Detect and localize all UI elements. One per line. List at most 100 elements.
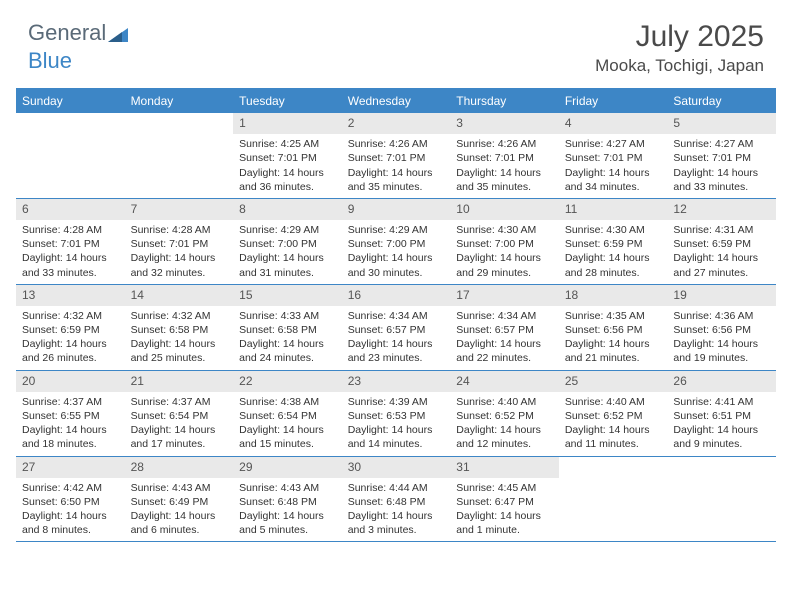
- calendar-day-cell: 6Sunrise: 4:28 AMSunset: 7:01 PMDaylight…: [16, 199, 125, 284]
- brand-logo: GeneralBlue: [28, 20, 129, 74]
- calendar-week-row: 13Sunrise: 4:32 AMSunset: 6:59 PMDayligh…: [16, 285, 776, 371]
- sunset-line: Sunset: 6:54 PM: [239, 409, 336, 423]
- month-title: July 2025: [595, 20, 764, 54]
- sunrise-line: Sunrise: 4:33 AM: [239, 309, 336, 323]
- day-details: Sunrise: 4:38 AMSunset: 6:54 PMDaylight:…: [233, 392, 342, 456]
- day-details: Sunrise: 4:30 AMSunset: 6:59 PMDaylight:…: [559, 220, 668, 284]
- calendar-day-cell: 25Sunrise: 4:40 AMSunset: 6:52 PMDayligh…: [559, 371, 668, 456]
- calendar-day-cell: 27Sunrise: 4:42 AMSunset: 6:50 PMDayligh…: [16, 457, 125, 542]
- day-details: Sunrise: 4:44 AMSunset: 6:48 PMDaylight:…: [342, 478, 451, 542]
- calendar-day-cell: 7Sunrise: 4:28 AMSunset: 7:01 PMDaylight…: [125, 199, 234, 284]
- sunset-line: Sunset: 7:01 PM: [131, 237, 228, 251]
- weekday-header: Wednesday: [342, 90, 451, 113]
- day-details: Sunrise: 4:39 AMSunset: 6:53 PMDaylight:…: [342, 392, 451, 456]
- day-details: Sunrise: 4:33 AMSunset: 6:58 PMDaylight:…: [233, 306, 342, 370]
- daylight-line: Daylight: 14 hours and 5 minutes.: [239, 509, 336, 537]
- day-number: 28: [125, 457, 234, 478]
- day-details: Sunrise: 4:37 AMSunset: 6:54 PMDaylight:…: [125, 392, 234, 456]
- calendar-day-cell: 28Sunrise: 4:43 AMSunset: 6:49 PMDayligh…: [125, 457, 234, 542]
- sunrise-line: Sunrise: 4:30 AM: [456, 223, 553, 237]
- day-number: 2: [342, 113, 451, 134]
- day-number: 12: [667, 199, 776, 220]
- calendar-day-cell: 3Sunrise: 4:26 AMSunset: 7:01 PMDaylight…: [450, 113, 559, 198]
- sunrise-line: Sunrise: 4:44 AM: [348, 481, 445, 495]
- calendar-day-cell: 21Sunrise: 4:37 AMSunset: 6:54 PMDayligh…: [125, 371, 234, 456]
- sunset-line: Sunset: 6:53 PM: [348, 409, 445, 423]
- calendar-day-cell: 20Sunrise: 4:37 AMSunset: 6:55 PMDayligh…: [16, 371, 125, 456]
- day-details: Sunrise: 4:34 AMSunset: 6:57 PMDaylight:…: [450, 306, 559, 370]
- day-number: 11: [559, 199, 668, 220]
- sunset-line: Sunset: 6:49 PM: [131, 495, 228, 509]
- day-number: 19: [667, 285, 776, 306]
- weekday-header: Sunday: [16, 90, 125, 113]
- daylight-line: Daylight: 14 hours and 33 minutes.: [673, 166, 770, 194]
- daylight-line: Daylight: 14 hours and 33 minutes.: [22, 251, 119, 279]
- calendar-day-cell: 16Sunrise: 4:34 AMSunset: 6:57 PMDayligh…: [342, 285, 451, 370]
- sunset-line: Sunset: 6:59 PM: [673, 237, 770, 251]
- calendar-week-row: 27Sunrise: 4:42 AMSunset: 6:50 PMDayligh…: [16, 457, 776, 543]
- calendar-day-cell: 5Sunrise: 4:27 AMSunset: 7:01 PMDaylight…: [667, 113, 776, 198]
- calendar-day-cell: 10Sunrise: 4:30 AMSunset: 7:00 PMDayligh…: [450, 199, 559, 284]
- day-details: Sunrise: 4:27 AMSunset: 7:01 PMDaylight:…: [667, 134, 776, 198]
- sunset-line: Sunset: 6:59 PM: [22, 323, 119, 337]
- calendar-day-cell: 12Sunrise: 4:31 AMSunset: 6:59 PMDayligh…: [667, 199, 776, 284]
- day-number: 26: [667, 371, 776, 392]
- sunset-line: Sunset: 6:52 PM: [565, 409, 662, 423]
- day-number: 22: [233, 371, 342, 392]
- calendar-week-row: 20Sunrise: 4:37 AMSunset: 6:55 PMDayligh…: [16, 371, 776, 457]
- sunset-line: Sunset: 6:58 PM: [131, 323, 228, 337]
- sunrise-line: Sunrise: 4:40 AM: [565, 395, 662, 409]
- sunrise-line: Sunrise: 4:27 AM: [565, 137, 662, 151]
- sunset-line: Sunset: 6:50 PM: [22, 495, 119, 509]
- day-number: 27: [16, 457, 125, 478]
- daylight-line: Daylight: 14 hours and 22 minutes.: [456, 337, 553, 365]
- sunset-line: Sunset: 7:01 PM: [239, 151, 336, 165]
- day-number: 24: [450, 371, 559, 392]
- day-details: Sunrise: 4:40 AMSunset: 6:52 PMDaylight:…: [559, 392, 668, 456]
- sunset-line: Sunset: 7:00 PM: [456, 237, 553, 251]
- sunset-line: Sunset: 6:47 PM: [456, 495, 553, 509]
- sunrise-line: Sunrise: 4:45 AM: [456, 481, 553, 495]
- day-details: Sunrise: 4:32 AMSunset: 6:58 PMDaylight:…: [125, 306, 234, 370]
- calendar-day-cell: 22Sunrise: 4:38 AMSunset: 6:54 PMDayligh…: [233, 371, 342, 456]
- day-details: Sunrise: 4:35 AMSunset: 6:56 PMDaylight:…: [559, 306, 668, 370]
- sunset-line: Sunset: 6:59 PM: [565, 237, 662, 251]
- day-number: 4: [559, 113, 668, 134]
- day-details: Sunrise: 4:25 AMSunset: 7:01 PMDaylight:…: [233, 134, 342, 198]
- day-details: Sunrise: 4:41 AMSunset: 6:51 PMDaylight:…: [667, 392, 776, 456]
- day-number: 10: [450, 199, 559, 220]
- sunset-line: Sunset: 6:57 PM: [456, 323, 553, 337]
- calendar-day-cell: 4Sunrise: 4:27 AMSunset: 7:01 PMDaylight…: [559, 113, 668, 198]
- calendar-day-cell: 29Sunrise: 4:43 AMSunset: 6:48 PMDayligh…: [233, 457, 342, 542]
- daylight-line: Daylight: 14 hours and 25 minutes.: [131, 337, 228, 365]
- sunset-line: Sunset: 6:54 PM: [131, 409, 228, 423]
- calendar-day-cell: 23Sunrise: 4:39 AMSunset: 6:53 PMDayligh…: [342, 371, 451, 456]
- sunrise-line: Sunrise: 4:25 AM: [239, 137, 336, 151]
- daylight-line: Daylight: 14 hours and 27 minutes.: [673, 251, 770, 279]
- day-details: Sunrise: 4:26 AMSunset: 7:01 PMDaylight:…: [450, 134, 559, 198]
- day-number: 13: [16, 285, 125, 306]
- calendar-day-cell: 26Sunrise: 4:41 AMSunset: 6:51 PMDayligh…: [667, 371, 776, 456]
- sunset-line: Sunset: 6:58 PM: [239, 323, 336, 337]
- day-number: 23: [342, 371, 451, 392]
- day-details: Sunrise: 4:27 AMSunset: 7:01 PMDaylight:…: [559, 134, 668, 198]
- day-details: Sunrise: 4:32 AMSunset: 6:59 PMDaylight:…: [16, 306, 125, 370]
- day-number: 29: [233, 457, 342, 478]
- calendar-empty-cell: [667, 457, 776, 542]
- sunrise-line: Sunrise: 4:39 AM: [348, 395, 445, 409]
- weekday-header: Thursday: [450, 90, 559, 113]
- sunrise-line: Sunrise: 4:34 AM: [456, 309, 553, 323]
- day-details: Sunrise: 4:29 AMSunset: 7:00 PMDaylight:…: [233, 220, 342, 284]
- sunset-line: Sunset: 7:00 PM: [239, 237, 336, 251]
- calendar-week-row: 1Sunrise: 4:25 AMSunset: 7:01 PMDaylight…: [16, 113, 776, 199]
- sunset-line: Sunset: 7:01 PM: [673, 151, 770, 165]
- daylight-line: Daylight: 14 hours and 19 minutes.: [673, 337, 770, 365]
- daylight-line: Daylight: 14 hours and 31 minutes.: [239, 251, 336, 279]
- day-number: 14: [125, 285, 234, 306]
- brand-text: GeneralBlue: [28, 20, 129, 74]
- weekday-header: Tuesday: [233, 90, 342, 113]
- sunset-line: Sunset: 6:56 PM: [565, 323, 662, 337]
- day-details: Sunrise: 4:31 AMSunset: 6:59 PMDaylight:…: [667, 220, 776, 284]
- day-details: Sunrise: 4:30 AMSunset: 7:00 PMDaylight:…: [450, 220, 559, 284]
- sunrise-line: Sunrise: 4:28 AM: [22, 223, 119, 237]
